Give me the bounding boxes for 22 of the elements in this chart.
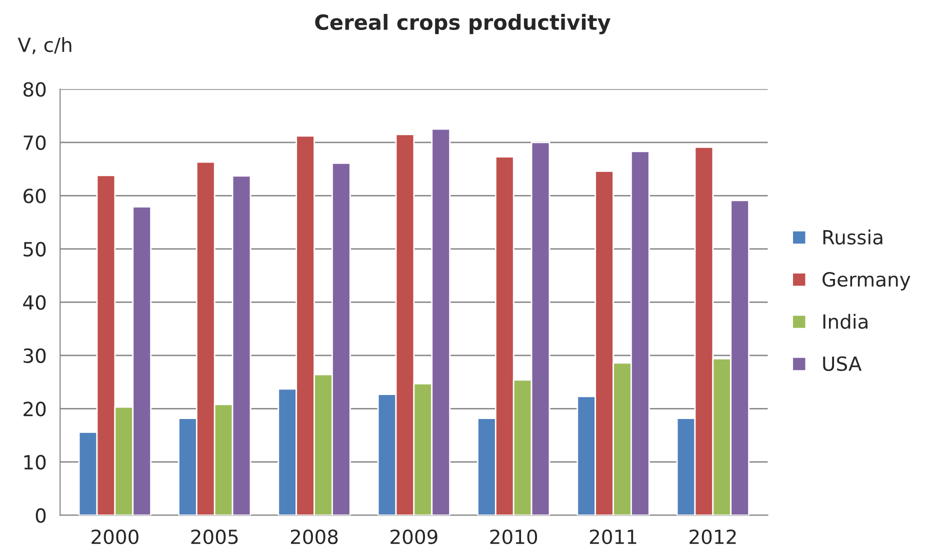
y-tick-label: 30 (24, 348, 46, 364)
y-tick-label: 50 (24, 242, 46, 257)
legend-label: USA (823, 356, 862, 372)
x-tick-label: 2010 (490, 529, 538, 544)
y-tick-label: 40 (23, 295, 46, 310)
y-tick-label: 10 (24, 454, 46, 470)
x-tick-label: 2005 (191, 529, 238, 544)
y-tick-label: 80 (24, 82, 46, 97)
chart-title: Cereal crops productivity (315, 14, 610, 34)
legend-label: Germany (822, 272, 910, 291)
y-tick-label: 70 (24, 135, 46, 150)
legend-label: India (823, 314, 868, 329)
y-tick-label: 60 (24, 188, 46, 204)
x-tick-label: 2012 (690, 529, 736, 544)
y-tick-label: 20 (24, 402, 46, 416)
y-axis-title: V, c/h (18, 37, 72, 54)
legend-label: Russia (823, 230, 882, 245)
x-tick-label: 2009 (390, 529, 438, 544)
x-tick-label: 2000 (92, 529, 138, 544)
x-tick-label: 2008 (290, 529, 338, 544)
x-tick-label: 2011 (590, 529, 636, 544)
y-tick-label: 0 (36, 508, 46, 523)
